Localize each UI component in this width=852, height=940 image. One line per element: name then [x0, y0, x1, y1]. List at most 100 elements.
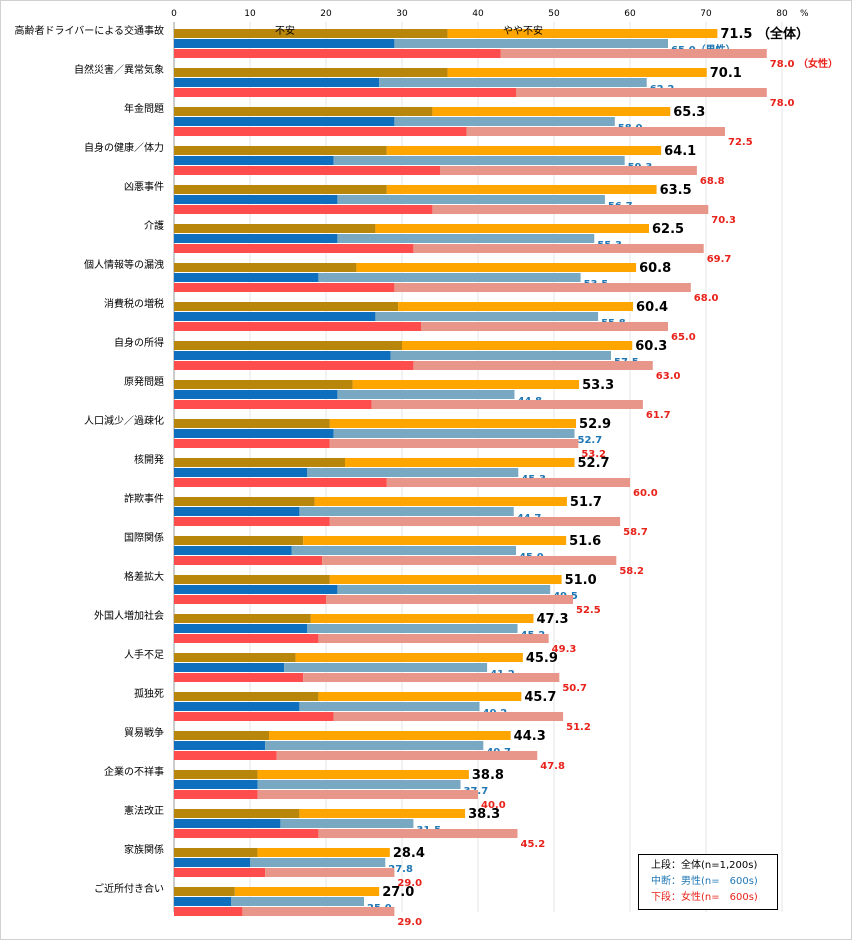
data-label-female: 47.8 — [540, 761, 565, 772]
data-label-female: 40.0 — [481, 800, 506, 811]
x-tick-label: 0 — [171, 9, 177, 19]
category-label: 凶悪事件 — [124, 180, 164, 193]
bar-all-somewhat — [447, 29, 718, 38]
bar-all-anxious — [174, 29, 448, 38]
bar-male-anxious — [174, 702, 300, 711]
bar-female-somewhat — [386, 478, 630, 487]
bar-all-somewhat — [295, 653, 523, 662]
bar-all-somewhat — [234, 887, 380, 896]
category-label: 核開発 — [134, 453, 164, 466]
bar-male-anxious — [174, 273, 319, 282]
bar-all-somewhat — [345, 458, 575, 467]
data-label-female: 29.0 — [397, 917, 422, 928]
bar-male-anxious — [174, 819, 281, 828]
bar-female-somewhat — [516, 88, 767, 97]
bar-female-somewhat — [432, 205, 709, 214]
bar-female-somewhat — [440, 166, 697, 175]
bar-male-somewhat — [390, 351, 611, 360]
bar-all-somewhat — [356, 263, 637, 272]
bar-male-anxious — [174, 78, 380, 87]
bar-female-anxious — [174, 829, 319, 838]
data-label-female: 58.2 — [619, 566, 644, 577]
bar-all-anxious — [174, 653, 296, 662]
bar-female-anxious — [174, 49, 501, 58]
data-label-female: 69.7 — [707, 254, 732, 265]
bar-all-somewhat — [310, 614, 534, 623]
bar-male-somewhat — [284, 663, 488, 672]
bar-female-somewhat — [413, 244, 704, 253]
bar-all-somewhat — [432, 107, 671, 116]
data-label-female: 52.5 — [576, 605, 601, 616]
bar-female-somewhat — [326, 595, 573, 604]
bar-male-somewhat — [257, 780, 461, 789]
bar-female-anxious — [174, 283, 395, 292]
bar-male-anxious — [174, 312, 376, 321]
bar-male-anxious — [174, 741, 266, 750]
bar-female-somewhat — [421, 322, 668, 331]
bar-all-anxious — [174, 497, 315, 506]
bar-all-anxious — [174, 887, 235, 896]
category-label: 人手不足 — [124, 648, 164, 661]
category-label: 国際関係 — [124, 532, 164, 544]
x-tick-label: 30 — [396, 9, 408, 19]
bar-male-somewhat — [291, 546, 516, 555]
segment-label-somewhat: やや不安 — [503, 24, 543, 37]
data-label-female: 72.5 — [728, 137, 753, 148]
data-label-female: 29.0 — [397, 878, 422, 889]
data-label-all: 28.4 — [393, 846, 425, 861]
category-label: ご近所付き合い — [94, 882, 164, 895]
bar-female-somewhat — [257, 790, 478, 799]
bar-male-somewhat — [250, 858, 386, 867]
bar-male-somewhat — [337, 195, 605, 204]
data-label-all: 70.1 — [710, 66, 742, 81]
category-label: 格差拡大 — [124, 570, 164, 583]
bar-female-somewhat — [318, 829, 518, 838]
bar-all-anxious — [174, 848, 258, 857]
bar-female-anxious — [174, 868, 266, 877]
bar-female-anxious — [174, 205, 433, 214]
data-label-all: 51.0 — [565, 573, 597, 588]
bar-all-anxious — [174, 575, 330, 584]
bar-all-somewhat — [318, 692, 522, 701]
bar-male-somewhat — [333, 156, 625, 165]
data-label-all: 51.7 — [570, 495, 602, 510]
bar-male-anxious — [174, 156, 334, 165]
bar-all-anxious — [174, 536, 304, 545]
bar-all-anxious — [174, 770, 258, 779]
bar-female-somewhat — [500, 49, 767, 58]
bar-male-anxious — [174, 546, 292, 555]
bar-all-somewhat — [329, 575, 562, 584]
bar-female-somewhat — [303, 673, 560, 682]
bar-female-anxious — [174, 790, 258, 799]
category-label: 憲法改正 — [124, 804, 164, 817]
bar-male-anxious — [174, 624, 307, 633]
x-tick-label: 50 — [548, 9, 560, 19]
bar-all-anxious — [174, 146, 387, 155]
bar-female-anxious — [174, 439, 330, 448]
bar-all-somewhat — [269, 731, 511, 740]
bar-female-anxious — [174, 907, 243, 916]
data-label-female: 63.0 — [656, 371, 681, 382]
bar-male-somewhat — [280, 819, 414, 828]
legend-all: 上段：全体(n=1,200s) — [651, 860, 758, 871]
bar-male-anxious — [174, 117, 395, 126]
bar-all-anxious — [174, 107, 433, 116]
data-label-all: 51.6 — [569, 534, 601, 549]
data-label-female: 78.0 — [770, 98, 795, 109]
data-label-female: 45.2 — [521, 839, 546, 850]
bar-all-anxious — [174, 731, 269, 740]
bar-female-somewhat — [371, 400, 643, 409]
bar-male-somewhat — [318, 273, 581, 282]
bar-all-anxious — [174, 68, 448, 77]
bar-all-somewhat — [299, 809, 466, 818]
bar-male-somewhat — [307, 468, 519, 477]
data-label-female: 61.7 — [646, 410, 671, 421]
bar-male-somewhat — [394, 39, 668, 48]
data-label-all: 60.3 — [635, 339, 667, 354]
bar-male-anxious — [174, 39, 395, 48]
data-label-male: 27.8 — [388, 864, 413, 875]
x-tick-label: 10 — [244, 9, 256, 19]
bar-male-somewhat — [231, 897, 364, 906]
category-label: 家族関係 — [124, 843, 164, 856]
